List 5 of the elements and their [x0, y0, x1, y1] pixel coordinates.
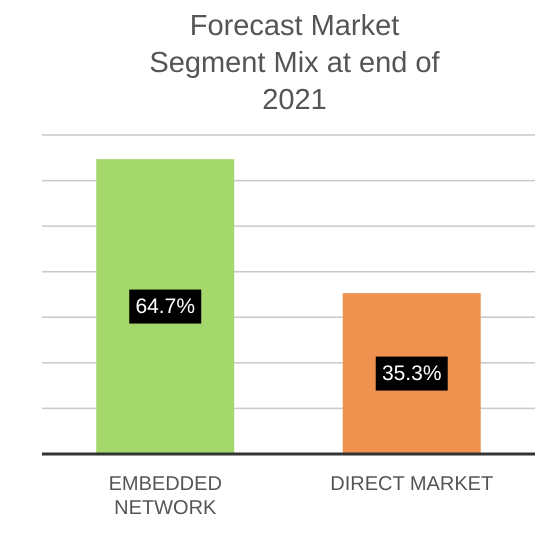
chart-title: Forecast Market Segment Mix at end of 2021: [148, 8, 441, 118]
x-tick-label: EMBEDDED NETWORK: [108, 473, 222, 519]
data-label: 64.7%: [135, 295, 196, 318]
data-label: 35.3%: [382, 362, 442, 386]
x-tick-label: DIRECT MARKET: [330, 473, 494, 495]
